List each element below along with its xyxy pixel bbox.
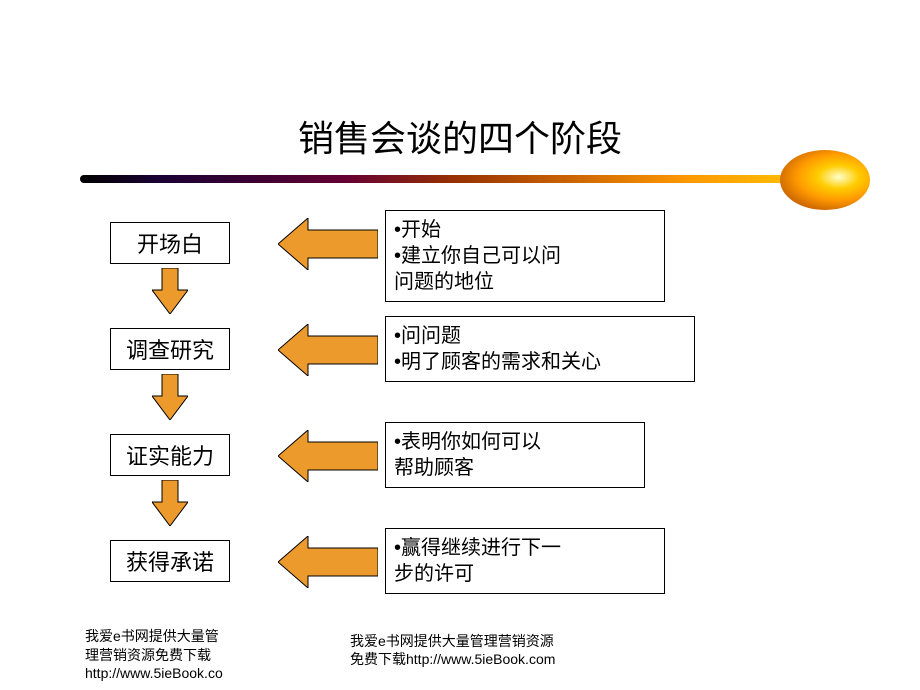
footer-line: 我爱e书网提供大量管 [85, 628, 219, 644]
footer-left-text: 我爱e书网提供大量管 理营销资源免费下载 http://www.5ieBook.… [85, 627, 223, 682]
down-arrow-icon [152, 268, 188, 314]
diagram-content: 开场白 •开始 •建立你自己可以问 问题的地位 调查研究 •问问题 •明了顾客的… [110, 210, 810, 634]
detail-box-research: •问问题 •明了顾客的需求和关心 [385, 316, 695, 382]
left-arrow-icon [278, 218, 378, 270]
divider-gradient-line [80, 175, 840, 183]
detail-line: •开始 [394, 217, 656, 243]
left-arrow-icon [278, 430, 378, 482]
detail-line: •问问题 [394, 323, 686, 349]
stage-row: 获得承诺 •赢得继续进行下一 步的许可 [110, 528, 810, 606]
stage-box-demonstrate: 证实能力 [110, 434, 230, 476]
page-title: 销售会谈的四个阶段 [0, 0, 920, 162]
detail-line: 帮助顾客 [394, 455, 636, 481]
stage-box-opening: 开场白 [110, 222, 230, 264]
stage-row: 开场白 •开始 •建立你自己可以问 问题的地位 [110, 210, 810, 288]
stage-row: 调查研究 •问问题 •明了顾客的需求和关心 [110, 316, 810, 394]
detail-line: •建立你自己可以问 [394, 243, 656, 269]
left-arrow-icon [278, 324, 378, 376]
stage-box-commitment: 获得承诺 [110, 540, 230, 582]
detail-line: •表明你如何可以 [394, 429, 636, 455]
stage-box-research: 调查研究 [110, 328, 230, 370]
footer-right-text: 我爱e书网提供大量管理营销资源 免费下载http://www.5ieBook.c… [350, 632, 555, 668]
detail-box-opening: •开始 •建立你自己可以问 问题的地位 [385, 210, 665, 302]
title-divider [80, 165, 840, 195]
down-arrow-icon [152, 480, 188, 526]
detail-line: •明了顾客的需求和关心 [394, 349, 686, 375]
detail-box-demonstrate: •表明你如何可以 帮助顾客 [385, 422, 645, 488]
footer-line: 我爱e书网提供大量管理营销资源 [350, 633, 554, 649]
footer-line: 理营销资源免费下载 [85, 647, 211, 663]
detail-line: 步的许可 [394, 561, 656, 587]
footer-line: 免费下载http://www.5ieBook.com [350, 651, 555, 667]
detail-line: 问题的地位 [394, 269, 656, 295]
down-arrow-icon [152, 374, 188, 420]
stage-row: 证实能力 •表明你如何可以 帮助顾客 [110, 422, 810, 500]
detail-box-commitment: •赢得继续进行下一 步的许可 [385, 528, 665, 594]
detail-line: •赢得继续进行下一 [394, 535, 656, 561]
divider-comet-ball [780, 150, 870, 210]
left-arrow-icon [278, 536, 378, 588]
footer-line: http://www.5ieBook.co [85, 665, 223, 681]
